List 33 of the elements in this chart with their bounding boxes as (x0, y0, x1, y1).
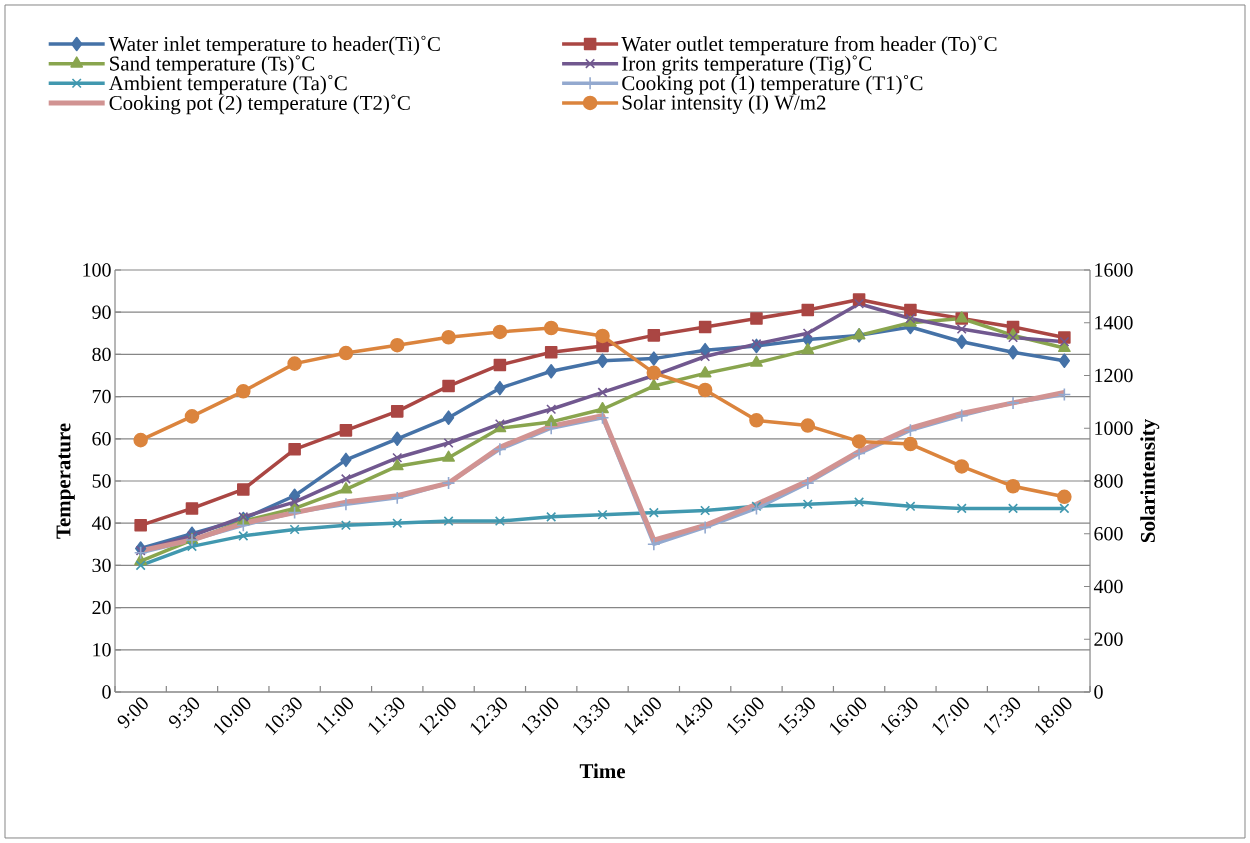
x-tick-label: 9:30 (168, 697, 200, 729)
y2-tick-label: 800 (1094, 474, 1123, 488)
y-tick-label: 10 (93, 643, 111, 657)
y2-tick-label: 400 (1093, 579, 1123, 594)
y-tick-label: 100 (83, 263, 111, 277)
legend-label: Cooking pot (1) temperature (T1)˚C (622, 74, 923, 95)
y-tick-label: 40 (91, 516, 111, 530)
y-tick-label: 70 (92, 389, 111, 404)
legend-label: Sand temperature (Ts)˚C (110, 55, 315, 75)
y2-axis-title: Solarintensity (1140, 419, 1160, 543)
y2-tick-label: 1600 (1095, 263, 1133, 277)
y-tick-label: 90 (92, 305, 111, 319)
y2-tick-label: 200 (1094, 632, 1123, 646)
y2-tick-label: 0 (1094, 685, 1103, 699)
y-axis-title: Temperature (56, 423, 75, 539)
legend-label: Cooking pot (2) temperature (T2)˚C (109, 94, 410, 115)
y2-tick-label: 1400 (1095, 316, 1133, 330)
y2-tick-label: 1000 (1095, 421, 1133, 435)
y-tick-label: 20 (92, 600, 111, 615)
legend-label: Solar intensity (I) W/m2 (622, 94, 826, 114)
y-tick-label: 30 (92, 558, 111, 573)
y-tick-label: 60 (92, 432, 111, 446)
y2-tick-label: 1200 (1095, 368, 1133, 383)
legend-label: Ambient temperature (Ta)˚C (108, 74, 347, 95)
y-tick-label: 80 (92, 347, 111, 362)
legend-label: Water outlet temperature from header (To)˚C (621, 35, 997, 56)
y-tick-label: 50 (92, 474, 111, 488)
legend-label: Iron grits temperature (Tig)˚C (622, 55, 872, 75)
x-axis-title: Time (579, 763, 626, 779)
y2-tick-label: 600 (1094, 527, 1123, 541)
y-tick-label: 0 (102, 685, 111, 699)
x-tick-label: 9:00 (117, 697, 148, 729)
legend-label: Water inlet temperature to header(Ti)˚C (108, 35, 440, 56)
